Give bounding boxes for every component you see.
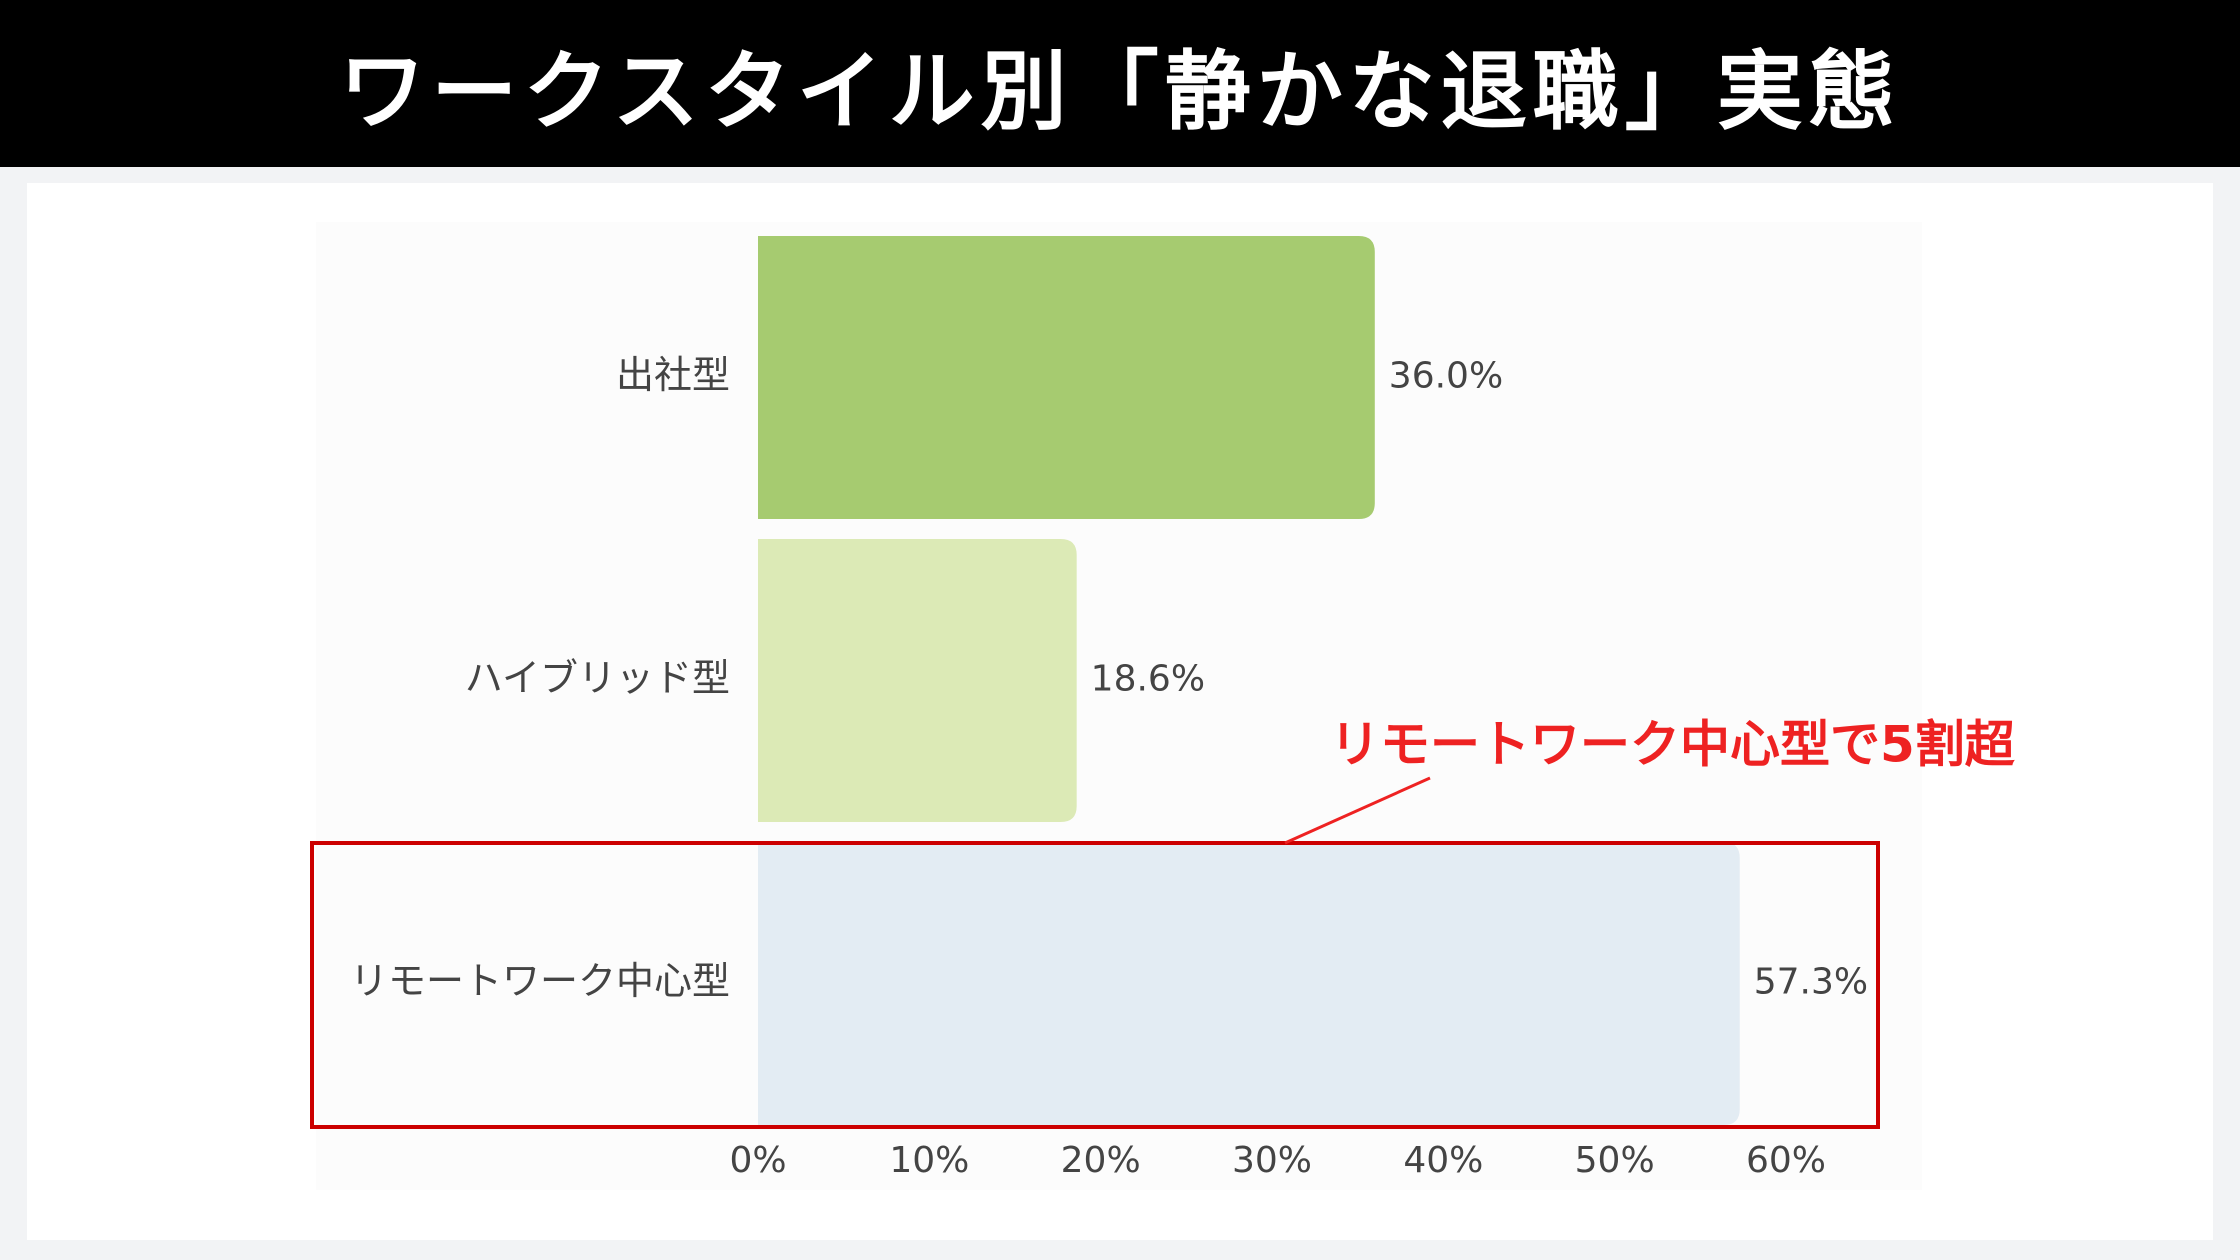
annotation-text: リモートワーク中心型で5割超 — [1330, 716, 2016, 774]
x-tick-label-1: 10% — [889, 1140, 969, 1181]
x-tick-label-3: 30% — [1232, 1140, 1312, 1181]
bar-1 — [758, 236, 1375, 519]
value-label-1: 36.0% — [1389, 356, 1503, 397]
bar-2 — [758, 539, 1077, 822]
value-label-3: 57.3% — [1754, 962, 1868, 1003]
x-tick-label-5: 50% — [1575, 1140, 1655, 1181]
x-tick-label-2: 20% — [1061, 1140, 1141, 1181]
category-label-1: 出社型 — [616, 353, 730, 397]
bar-chart: 出社型 36.0% ハイブリッド型 18.6% リモートワーク中心型 57.3% 0% 10%… — [310, 222, 2016, 1190]
value-label-2: 18.6% — [1091, 659, 1205, 700]
page-title: ワークスタイル別「静かな退職」実態 — [339, 42, 1901, 142]
highlight-box — [310, 841, 1880, 1129]
x-tick-label-6: 60% — [1746, 1140, 1826, 1181]
header-bar: ワークスタイル別「静かな退職」実態 — [0, 0, 2240, 167]
x-tick-label-0: 0% — [729, 1140, 786, 1181]
x-tick-label-4: 40% — [1403, 1140, 1483, 1181]
annotation-leader-line — [1284, 776, 1431, 845]
bar-3 — [758, 842, 1740, 1125]
category-label-3: リモートワーク中心型 — [350, 959, 730, 1003]
chart-card: 出社型 36.0% ハイブリッド型 18.6% リモートワーク中心型 57.3% 0% 10%… — [27, 183, 2213, 1240]
category-label-2: ハイブリッド型 — [465, 656, 730, 700]
